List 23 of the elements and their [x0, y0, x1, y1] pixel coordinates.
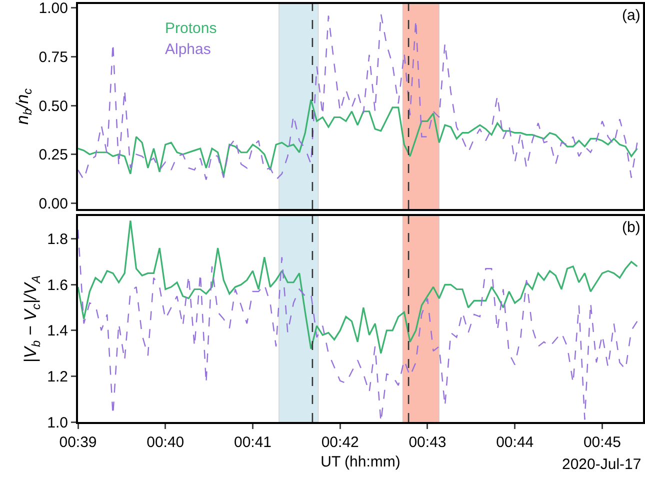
y-tick-label: 1.0: [47, 414, 68, 432]
y-tick-label: 1.8: [47, 231, 68, 248]
y-tick-label: 1.4: [47, 322, 68, 340]
x-tick-label: 00:40: [146, 434, 184, 451]
x-tick-label: 00:43: [408, 434, 446, 451]
x-axis-title: UT (hh:mm): [320, 454, 400, 470]
y-tick-label: 0.00: [38, 195, 68, 212]
text: Alphas: [165, 41, 211, 58]
y-tick-label: 1.2: [47, 368, 68, 386]
y-tick-label: 0.50: [38, 98, 68, 115]
text: Protons: [165, 20, 217, 37]
x-tick-label: 00:41: [234, 434, 272, 451]
text: 2020-Jul-17: [562, 456, 642, 473]
y-tick-label: 0.25: [38, 146, 68, 164]
y-tick-label: 0.75: [38, 48, 68, 66]
y-tick-label: 1.6: [47, 276, 68, 294]
x-tick-label: 00:42: [321, 434, 359, 451]
y-tick-label: 1.00: [38, 0, 68, 18]
annotation: (b): [622, 219, 640, 236]
x-tick-label: 00:44: [496, 434, 534, 451]
x-tick-label: 00:39: [59, 434, 97, 451]
x-tick-label: 00:45: [583, 434, 622, 451]
annotation: (a): [622, 7, 640, 24]
